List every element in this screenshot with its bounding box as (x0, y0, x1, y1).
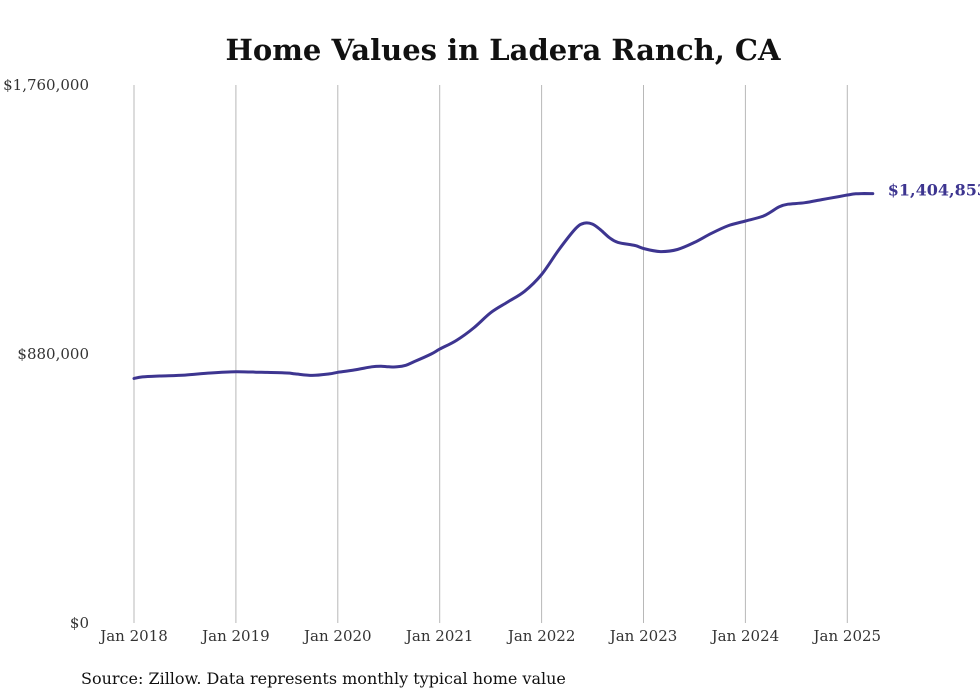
x-tick-label: Jan 2019 (200, 627, 270, 645)
y-tick-label: $880,000 (17, 345, 89, 363)
x-tick-label: Jan 2021 (404, 627, 474, 645)
x-tick-label: Jan 2025 (812, 627, 882, 645)
y-tick-label: $1,760,000 (3, 76, 89, 94)
x-tick-label: Jan 2018 (98, 627, 168, 645)
x-tick-label: Jan 2024 (710, 627, 780, 645)
x-tick-label: Jan 2022 (506, 627, 576, 645)
x-tick-label: Jan 2020 (302, 627, 372, 645)
y-axis-ticks: $0 $880,000 $1,760,000 (3, 76, 89, 632)
source-note: Source: Zillow. Data represents monthly … (81, 669, 566, 688)
grid-lines (133, 85, 848, 623)
x-tick-label: Jan 2023 (608, 627, 678, 645)
series-line-0 (132, 192, 875, 380)
y-tick-label: $0 (70, 614, 89, 632)
x-axis-ticks: Jan 2018 Jan 2019 Jan 2020 Jan 2021 Jan 2022… (98, 627, 881, 645)
chart-title: Home Values in Ladera Ranch, CA (225, 33, 781, 67)
end-value-label: $1,404,853 (888, 181, 980, 200)
series-layer: $1,404,853 (132, 181, 980, 380)
